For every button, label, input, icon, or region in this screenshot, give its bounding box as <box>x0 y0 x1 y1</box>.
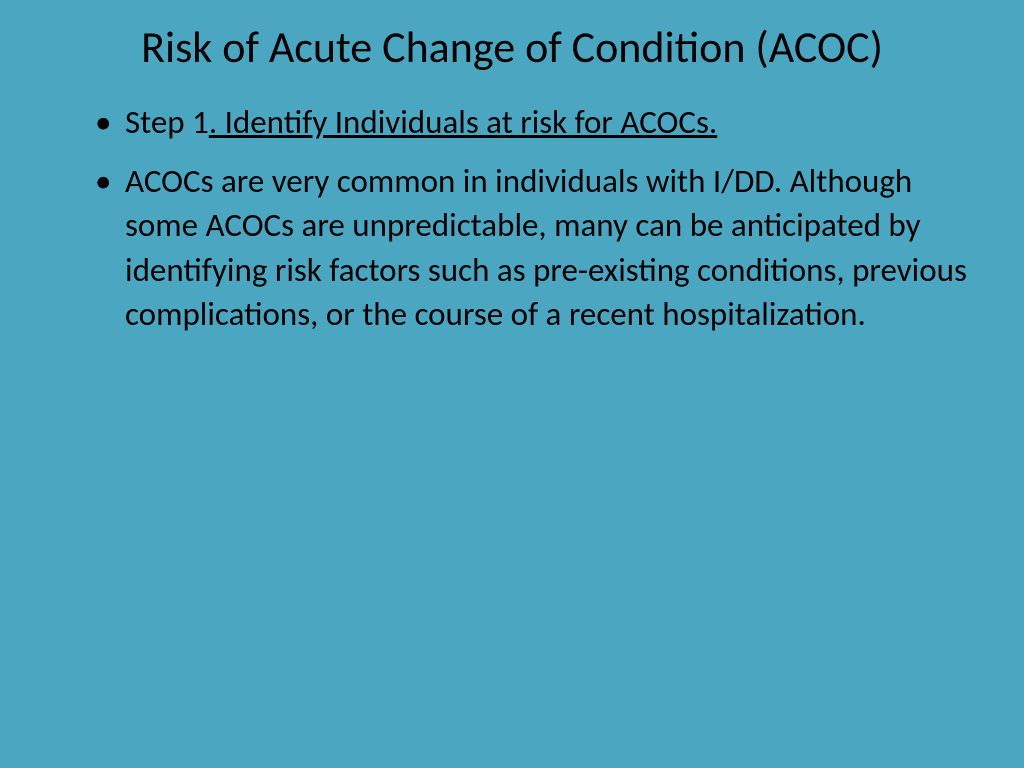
slide-container: Risk of Acute Change of Condition (ACOC)… <box>0 0 1024 768</box>
bullet-item: Step 1. Identify Individuals at risk for… <box>95 100 974 145</box>
bullet-item: ACOCs are very common in individuals wit… <box>95 159 974 337</box>
bullet-text: ACOCs are very common in individuals wit… <box>125 161 967 335</box>
bullet-prefix: Step 1 <box>125 102 209 142</box>
slide-content: Step 1. Identify Individuals at risk for… <box>50 100 974 337</box>
bullet-underlined: . Identify Individuals at risk for ACOCs… <box>209 102 717 142</box>
slide-title: Risk of Acute Change of Condition (ACOC) <box>50 20 974 75</box>
